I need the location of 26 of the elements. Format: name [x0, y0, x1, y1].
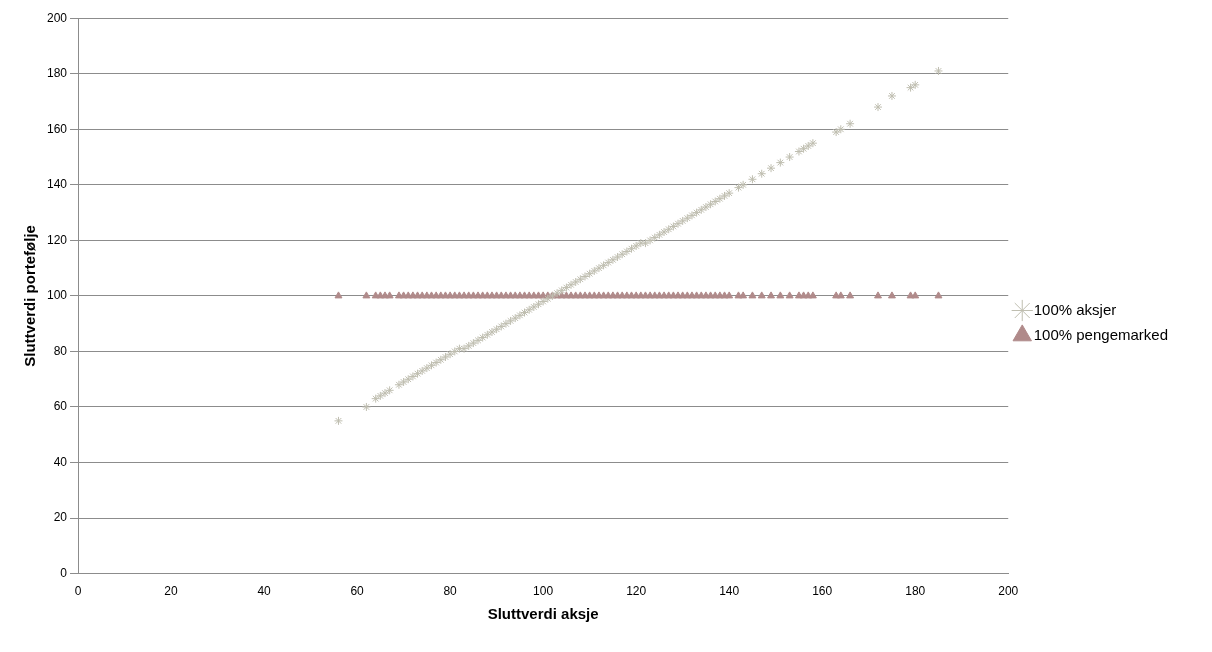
- legend-label: 100% pengemarked: [1033, 325, 1169, 343]
- x-tick-label: 160: [812, 584, 833, 599]
- y-tick-label: 60: [53, 399, 68, 414]
- y-tick-label: 200: [46, 10, 68, 25]
- y-tick-label: 140: [46, 177, 68, 192]
- y-tick-label: 20: [53, 510, 68, 525]
- x-tick-label: 140: [719, 584, 740, 599]
- y-tick-label: 0: [60, 565, 68, 580]
- y-tick-label: 100: [46, 288, 68, 303]
- x-tick-label: 40: [257, 584, 272, 599]
- y-tick-label: 80: [53, 343, 68, 358]
- legend-label: 100% aksjer: [1033, 300, 1117, 318]
- x-tick-label: 0: [74, 584, 82, 599]
- x-tick-label: 200: [998, 584, 1019, 599]
- y-axis-title: Sluttverdi portefølje: [21, 225, 39, 367]
- y-tick-label: 160: [46, 121, 68, 136]
- x-axis-title: Sluttverdi aksje: [487, 605, 599, 623]
- x-tick-label: 20: [164, 584, 179, 599]
- x-tick-label: 100: [533, 584, 554, 599]
- x-tick-label: 80: [443, 584, 458, 599]
- y-tick-label: 180: [46, 66, 68, 81]
- x-tick-label: 60: [350, 584, 365, 599]
- y-tick-label: 120: [46, 232, 68, 247]
- y-tick-label: 40: [53, 454, 68, 469]
- x-tick-label: 180: [905, 584, 926, 599]
- x-tick-label: 120: [626, 584, 647, 599]
